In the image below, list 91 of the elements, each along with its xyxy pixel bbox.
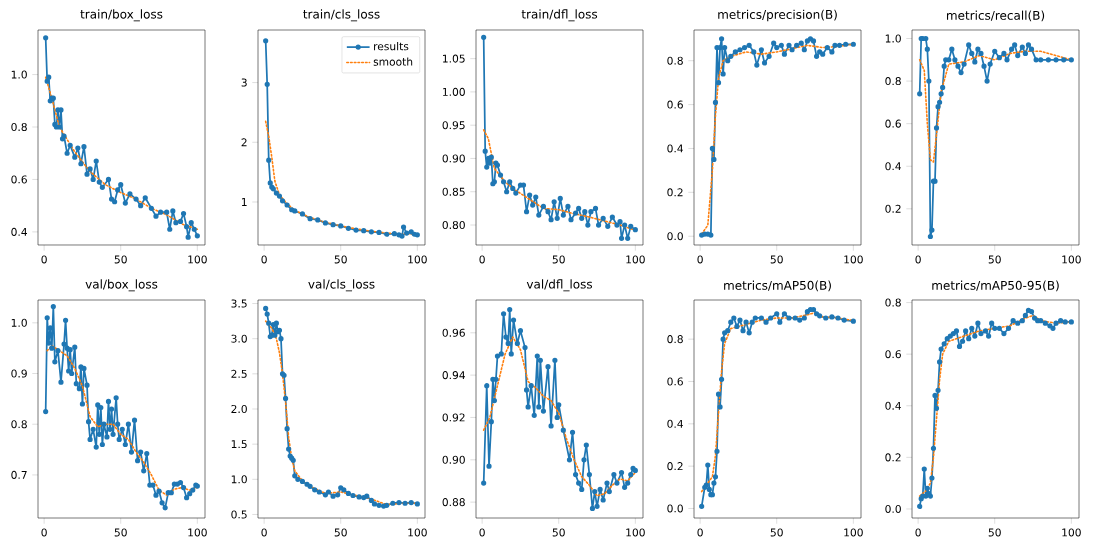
y-tick-label: 0.2 xyxy=(667,462,683,471)
y-tick-label: 0.6 xyxy=(667,377,683,386)
x-tick-label: 0 xyxy=(915,255,921,264)
x-tick-label: 100 xyxy=(188,528,207,537)
x-tick-label: 100 xyxy=(626,528,645,537)
y-tick-label: 0.8 xyxy=(885,298,901,307)
x-tick-label: 100 xyxy=(1062,255,1081,264)
y-tick-label: 0.2 xyxy=(885,204,901,213)
y-tick-label: 0.80 xyxy=(442,220,465,230)
y-tick-label: 2 xyxy=(241,138,247,147)
chart-title: metrics/mAP50(B) xyxy=(724,280,831,292)
y-tick-label: 0.90 xyxy=(442,455,465,464)
y-tick-label: 3.0 xyxy=(231,334,247,343)
x-tick-label: 50 xyxy=(114,528,127,537)
y-tick-label: 0.0 xyxy=(667,232,683,241)
y-tick-label: 0.4 xyxy=(667,144,684,153)
x-tick-label: 100 xyxy=(188,255,207,264)
y-tick-label: 0.9 xyxy=(11,369,27,378)
x-tick-label: 50 xyxy=(552,255,565,264)
x-tick-label: 0 xyxy=(915,528,921,537)
x-tick-label: 100 xyxy=(844,255,863,264)
y-tick-label: 0.6 xyxy=(11,175,27,184)
y-tick-label: 0.4 xyxy=(885,401,902,410)
y-tick-label: 0.0 xyxy=(885,504,901,513)
y-tick-label: 0.2 xyxy=(885,453,901,462)
y-tick-label: 0.8 xyxy=(885,77,901,86)
y-tick-label: 0.5 xyxy=(231,510,247,519)
y-tick-label: 2.0 xyxy=(231,404,247,414)
y-tick-label: 0.8 xyxy=(667,335,683,344)
chart-title: val/box_loss xyxy=(85,279,158,292)
x-tick-label: 50 xyxy=(988,255,1001,264)
y-tick-label: 0.8 xyxy=(667,56,683,65)
x-tick-label: 0 xyxy=(261,528,267,537)
x-tick-label: 0 xyxy=(261,255,267,264)
legend-label: results xyxy=(374,42,409,51)
y-tick-label: 2.5 xyxy=(231,369,247,378)
x-tick-label: 50 xyxy=(770,255,783,264)
x-tick-label: 50 xyxy=(334,528,347,537)
y-tick-label: 1.0 xyxy=(231,475,247,484)
y-tick-label: 0.85 xyxy=(442,187,465,196)
y-tick-label: 1.0 xyxy=(11,70,27,79)
y-tick-label: 0.4 xyxy=(667,419,684,428)
x-tick-label: 100 xyxy=(408,528,427,537)
y-tick-label: 0.8 xyxy=(11,420,27,429)
y-tick-label: 0.6 xyxy=(667,100,683,109)
y-tick-label: 0.88 xyxy=(442,498,465,507)
x-tick-label: 0 xyxy=(697,528,703,537)
y-tick-label: 1.00 xyxy=(443,87,465,96)
chart-title: metrics/mAP50-95(B) xyxy=(932,280,1059,292)
x-tick-label: 100 xyxy=(408,255,427,264)
y-tick-label: 0.90 xyxy=(442,154,465,163)
y-tick-label: 0.0 xyxy=(667,504,683,513)
chart-title: train/dfl_loss xyxy=(521,9,598,22)
y-tick-label: 3 xyxy=(241,78,247,87)
x-tick-label: 100 xyxy=(844,528,863,537)
y-tick-label: 0.4 xyxy=(885,162,902,171)
y-tick-label: 1.5 xyxy=(231,440,247,449)
x-tick-label: 50 xyxy=(334,255,347,264)
x-tick-label: 0 xyxy=(697,255,703,264)
chart-title: train/cls_loss xyxy=(303,9,380,22)
chart-title: val/cls_loss xyxy=(308,279,375,292)
y-tick-label: 0.6 xyxy=(885,119,901,128)
x-tick-label: 50 xyxy=(552,528,565,537)
x-tick-label: 50 xyxy=(770,528,783,537)
y-tick-label: 3.5 xyxy=(231,299,247,308)
x-tick-label: 0 xyxy=(41,528,47,537)
x-tick-label: 100 xyxy=(626,255,645,264)
y-tick-label: 0.95 xyxy=(442,121,465,130)
x-tick-label: 0 xyxy=(479,528,485,537)
y-tick-label: 0.96 xyxy=(442,328,465,337)
chart-title: metrics/recall(B) xyxy=(946,10,1045,22)
y-tick-label: 0.7 xyxy=(11,470,27,479)
y-tick-label: 0.4 xyxy=(11,227,27,236)
x-tick-label: 50 xyxy=(988,528,1001,537)
y-tick-label: 0.2 xyxy=(667,188,683,197)
x-tick-label: 0 xyxy=(479,255,485,264)
legend-label: smooth xyxy=(373,57,413,66)
x-tick-label: 100 xyxy=(1062,528,1081,537)
y-tick-label: 0.94 xyxy=(442,371,465,380)
y-tick-label: 0.92 xyxy=(442,413,465,422)
y-tick-label: 1.05 xyxy=(443,54,465,63)
y-tick-label: 1 xyxy=(241,198,247,206)
chart-title: val/dfl_loss xyxy=(526,279,593,292)
y-tick-label: 0.6 xyxy=(885,350,901,359)
y-tick-label: 1.0 xyxy=(11,318,27,327)
x-tick-label: 50 xyxy=(114,255,127,264)
chart-title: metrics/precision(B) xyxy=(718,9,837,22)
chart-title: train/box_loss xyxy=(80,9,163,22)
x-tick-label: 0 xyxy=(41,255,47,264)
y-tick-label: 0.8 xyxy=(11,122,27,132)
y-tick-label: 1.0 xyxy=(885,34,901,43)
